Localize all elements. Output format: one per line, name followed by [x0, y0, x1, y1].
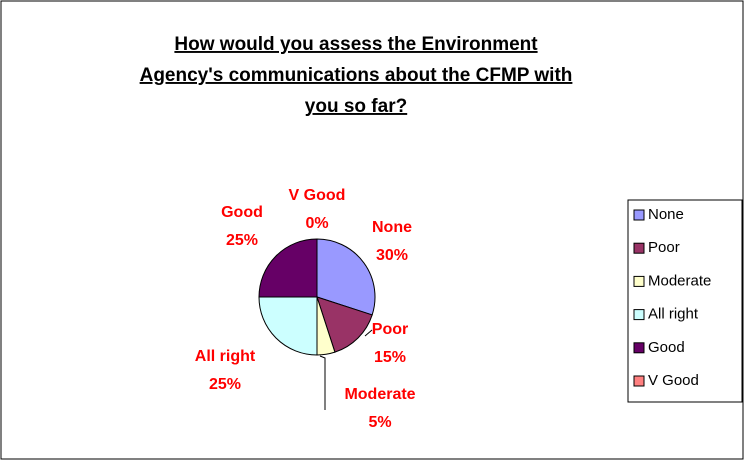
legend-label: Poor	[648, 239, 680, 256]
data-label-name: All right	[195, 348, 256, 365]
data-label-name: Good	[221, 204, 263, 221]
legend-label: Good	[648, 339, 685, 356]
leader-line	[364, 329, 373, 337]
pie-slice	[258, 238, 318, 298]
data-label-name: None	[372, 219, 412, 236]
legend-label: None	[648, 206, 684, 223]
legend-label: V Good	[648, 372, 699, 389]
data-label-value: 30%	[376, 247, 408, 264]
legend-swatch	[633, 242, 645, 254]
pie-slice	[258, 296, 318, 356]
legend-swatch	[633, 309, 645, 321]
legend-swatch	[633, 275, 645, 287]
legend-box	[627, 199, 743, 403]
legend-swatch	[633, 209, 645, 221]
chart-title: Agency's communications about the CFMP w…	[140, 65, 573, 86]
data-label-value: 15%	[374, 349, 406, 366]
data-label-value: 0%	[305, 215, 328, 232]
data-label-value: 25%	[226, 232, 258, 249]
legend-label: Moderate	[648, 272, 711, 289]
legend-label: All right	[648, 306, 699, 323]
legend-swatch	[633, 375, 645, 387]
pie-slice	[316, 238, 376, 316]
data-label-value: 25%	[209, 376, 241, 393]
data-label-name: V Good	[289, 187, 346, 204]
data-label-name: Poor	[372, 321, 408, 338]
chart-title: you so far?	[305, 96, 407, 117]
data-label-name: Moderate	[344, 386, 415, 403]
data-label-value: 5%	[368, 414, 391, 431]
legend-swatch	[633, 342, 645, 354]
chart-title: How would you assess the Environment	[174, 34, 538, 55]
leader-line	[319, 355, 326, 410]
